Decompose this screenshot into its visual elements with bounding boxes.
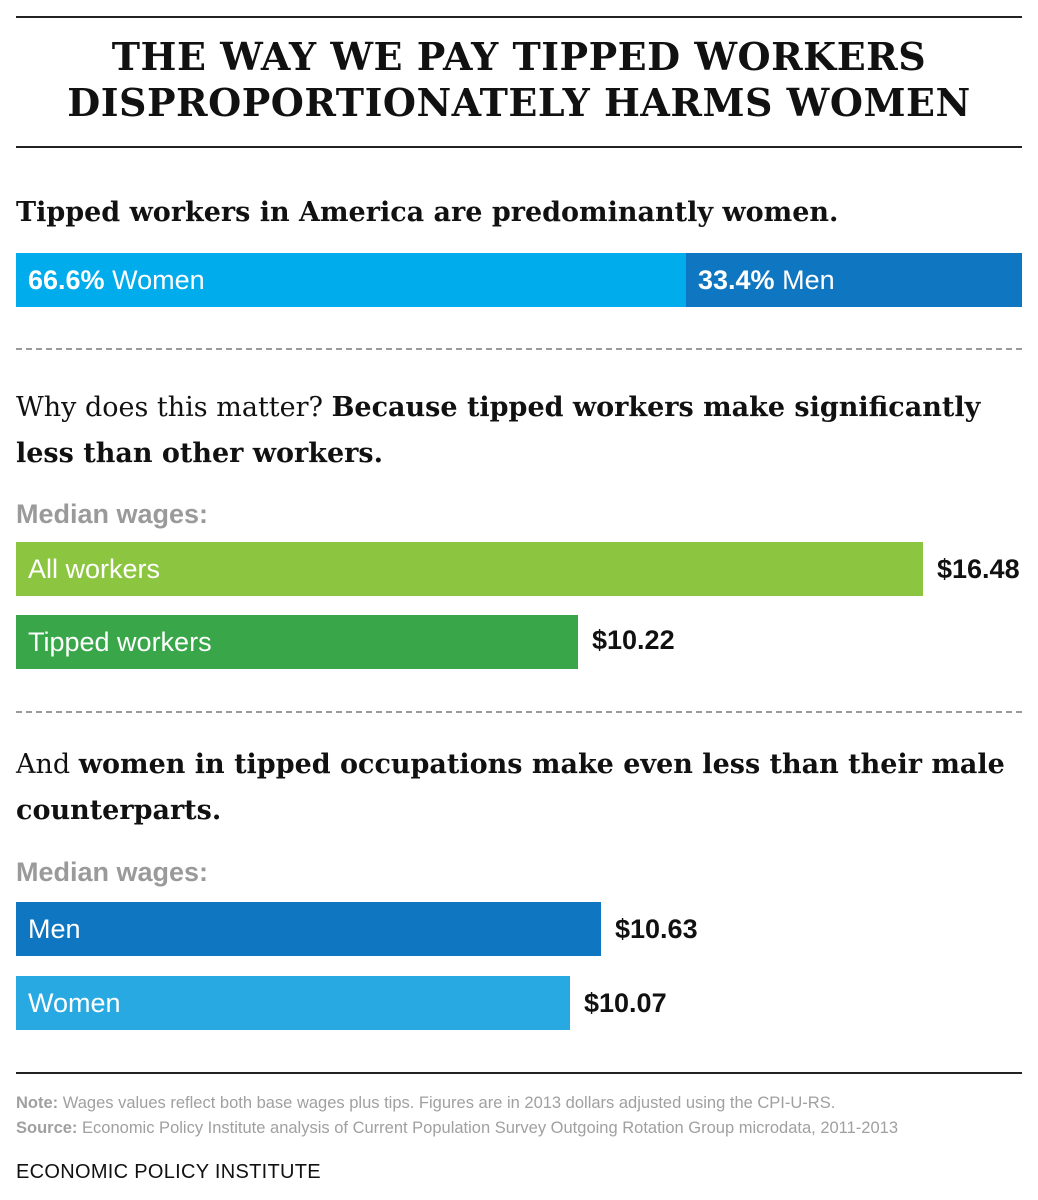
source-label: Source: <box>16 1119 78 1137</box>
section3-heading: And women in tipped occupations make eve… <box>16 742 1016 834</box>
footnote-source: Source: Economic Policy Institute analys… <box>16 1117 1022 1140</box>
top-rule <box>16 16 1022 18</box>
section2-sublabel: Median wages: <box>16 499 209 529</box>
men-share-label: Men <box>782 265 835 295</box>
women-share-value: 66.6% <box>28 265 105 295</box>
section2-heading-emphasis: Because tipped workers make significantl… <box>16 392 981 469</box>
bar-men-label: Men <box>28 914 81 944</box>
divider-2 <box>16 711 1022 713</box>
value-tipped-workers: $10.22 <box>592 625 675 655</box>
gender-split-bar: 66.6% Women 33.4% Men <box>16 253 1022 307</box>
value-all-workers: $16.48 <box>937 554 1020 584</box>
bar-women: Women <box>16 976 570 1030</box>
title-line-1: THE WAY WE PAY TIPPED WORKERS <box>111 34 927 79</box>
title-bottom-rule <box>16 146 1022 148</box>
women-share-label: Women <box>112 265 205 295</box>
section3-heading-emphasis: women in tipped occupations make even le… <box>16 749 1005 826</box>
section3-heading-lead: And <box>16 749 71 780</box>
bar-all-workers: All workers <box>16 542 923 596</box>
bar-women-label: Women <box>28 988 121 1018</box>
footnote-note: Note: Wages values reflect both base wag… <box>16 1092 1022 1115</box>
bar-men: Men <box>16 902 601 956</box>
men-share-value: 33.4% <box>698 265 775 295</box>
value-women: $10.07 <box>584 988 667 1018</box>
divider-1 <box>16 348 1022 350</box>
title-line-2: DISPROPORTIONATELY HARMS WOMEN <box>67 80 971 125</box>
bar-tipped-workers: Tipped workers <box>16 615 578 669</box>
section1-heading-text: Tipped workers in America are predominan… <box>16 197 839 228</box>
men-share-segment: 33.4% Men <box>686 253 1022 307</box>
section1-heading: Tipped workers in America are predominan… <box>16 190 1016 236</box>
section3-sublabel: Median wages: <box>16 857 209 887</box>
section2-heading: Why does this matter? Because tipped wor… <box>16 385 1016 477</box>
note-label: Note: <box>16 1094 59 1112</box>
footer-rule <box>16 1072 1022 1074</box>
women-share-segment: 66.6% Women <box>16 253 686 307</box>
source-text: Economic Policy Institute analysis of Cu… <box>82 1119 898 1137</box>
organization-name: ECONOMIC POLICY INSTITUTE <box>16 1161 321 1183</box>
bar-tipped-workers-label: Tipped workers <box>28 627 212 657</box>
section2-heading-lead: Why does this matter? <box>16 392 324 423</box>
bar-all-workers-label: All workers <box>28 554 161 584</box>
value-men: $10.63 <box>615 914 698 944</box>
note-text: Wages values reflect both base wages plu… <box>62 1094 836 1112</box>
page-title: THE WAY WE PAY TIPPED WORKERS DISPROPORT… <box>16 34 1022 126</box>
